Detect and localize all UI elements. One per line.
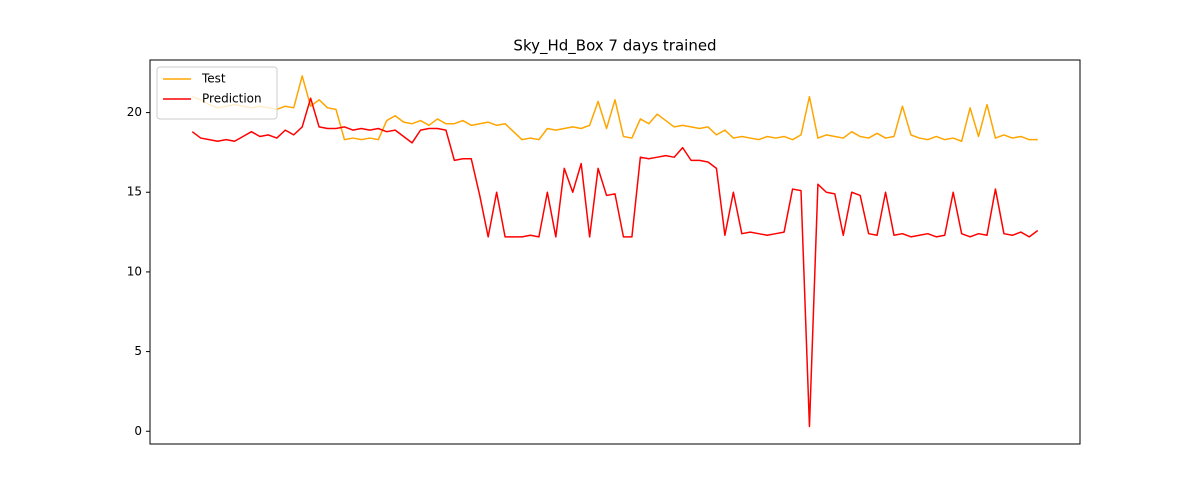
- legend-label: Prediction: [202, 92, 262, 106]
- y-tick-label: 20: [127, 105, 142, 119]
- y-tick-label: 10: [127, 264, 142, 278]
- legend-box: [156, 66, 278, 120]
- data-line: [191, 97, 1039, 428]
- y-tick-label: 5: [134, 344, 142, 358]
- data-line: [192, 75, 1038, 143]
- legend-label: Test: [201, 72, 226, 86]
- y-tick-label: 0: [134, 424, 142, 438]
- chart-title: Sky_Hd_Box 7 days trained: [513, 37, 716, 56]
- y-tick-label: 15: [127, 185, 142, 199]
- plot-frame: [149, 59, 1081, 445]
